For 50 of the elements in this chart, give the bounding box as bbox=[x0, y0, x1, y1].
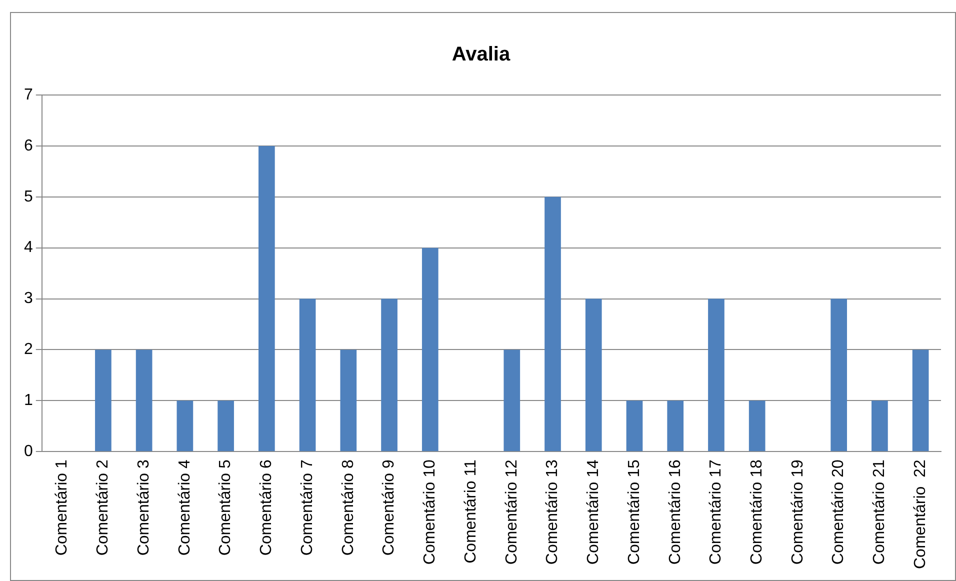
bar bbox=[340, 350, 357, 452]
y-tick-label: 6 bbox=[24, 137, 33, 154]
bar bbox=[912, 350, 929, 452]
bar bbox=[218, 400, 234, 452]
bar bbox=[872, 400, 888, 452]
x-tick-label: Comentário 18 bbox=[748, 460, 766, 565]
x-tick-label: Comentário 21 bbox=[871, 460, 888, 565]
bar bbox=[585, 298, 602, 452]
x-tick-label: Comentário 7 bbox=[298, 460, 316, 556]
x-tick-label: Comentário 14 bbox=[585, 460, 602, 565]
x-tick-label: Comentário 22 bbox=[912, 460, 929, 569]
y-tick-label: 4 bbox=[24, 239, 33, 256]
x-tick-label: Comentário 1 bbox=[54, 460, 71, 556]
chart-title: Avalia bbox=[452, 44, 511, 66]
x-tick-label: Comentário 4 bbox=[176, 460, 194, 556]
x-tick-label: Comentário 16 bbox=[666, 460, 684, 565]
bar bbox=[299, 298, 316, 452]
x-tick-label: Comentário 10 bbox=[422, 460, 439, 565]
bar bbox=[258, 146, 275, 452]
x-tick-label: Comentário 11 bbox=[462, 460, 480, 564]
x-tick-label: Comentário 15 bbox=[626, 460, 643, 565]
y-tick-label: 7 bbox=[24, 86, 33, 104]
bar bbox=[504, 350, 520, 452]
bar bbox=[748, 400, 766, 452]
y-tick-label: 1 bbox=[24, 392, 33, 410]
y-tick-label: 5 bbox=[24, 188, 33, 206]
y-tick-label: 3 bbox=[24, 290, 33, 308]
bar bbox=[667, 400, 684, 452]
x-tick-label: Comentário 20 bbox=[830, 460, 848, 565]
bar bbox=[95, 350, 112, 452]
bar bbox=[830, 298, 848, 452]
x-tick-label: Comentário 17 bbox=[708, 460, 725, 565]
x-tick-label: Comentário 12 bbox=[503, 460, 520, 565]
bar bbox=[544, 196, 561, 452]
y-tick-label: 0 bbox=[24, 443, 33, 460]
bar bbox=[708, 298, 724, 452]
x-tick-label: Comentário 8 bbox=[340, 460, 357, 556]
x-tick-label: Comentário 19 bbox=[789, 460, 806, 565]
bar bbox=[381, 298, 398, 452]
y-tick-label: 2 bbox=[24, 341, 33, 358]
x-tick-label: Comentário 2 bbox=[94, 460, 112, 556]
x-tick-label: Comentário 13 bbox=[544, 460, 562, 565]
bar bbox=[422, 248, 438, 452]
x-tick-label: Comentário 9 bbox=[380, 460, 398, 556]
bar bbox=[176, 400, 194, 452]
x-tick-label: Comentário 6 bbox=[258, 460, 276, 556]
bar bbox=[626, 400, 643, 452]
bar bbox=[136, 350, 152, 452]
x-tick-label: Comentário 5 bbox=[217, 460, 234, 556]
x-tick-label: Comentário 3 bbox=[135, 460, 152, 556]
